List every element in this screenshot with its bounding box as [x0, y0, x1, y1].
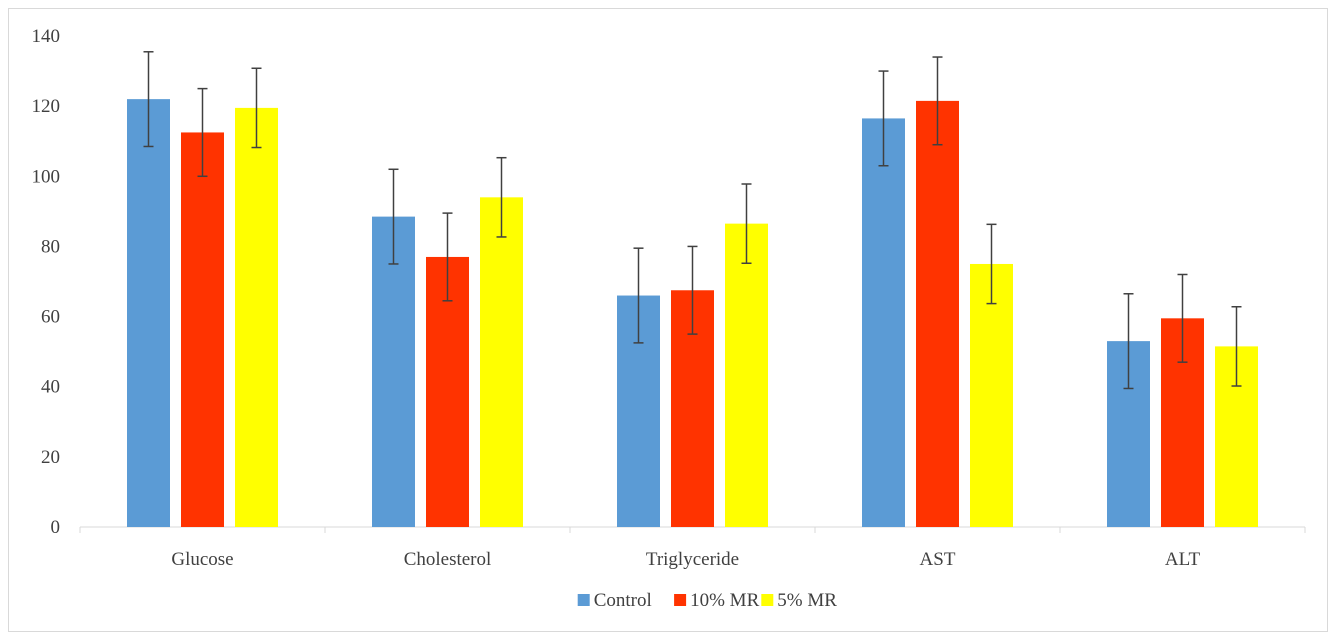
x-category-label: AST [920, 549, 956, 570]
y-tick-label: 60 [41, 307, 60, 328]
x-category-label: Cholesterol [404, 549, 492, 570]
bar-5-mr-cholesterol [480, 197, 523, 528]
bar-control-cholesterol [372, 216, 415, 527]
legend-swatch [577, 594, 590, 606]
x-category-label: ALT [1165, 549, 1201, 570]
y-tick-label: 140 [32, 26, 61, 47]
x-category-label: Triglyceride [646, 549, 739, 570]
bar-10-mr-cholesterol [426, 256, 469, 527]
legend-label: 10% MR [690, 590, 759, 611]
bar-5-mr-triglyceride [725, 223, 768, 527]
bar-5-mr-glucose [235, 107, 278, 528]
y-tick-label: 40 [41, 377, 60, 398]
chart-area [8, 8, 1328, 632]
bar-control-glucose [127, 99, 170, 527]
bar-10-mr-glucose [181, 132, 224, 528]
bar-10-mr-ast [916, 100, 959, 527]
y-tick-label: 0 [51, 517, 61, 538]
bar-5-mr-ast [970, 263, 1013, 527]
y-tick-label: 120 [32, 96, 61, 117]
y-tick-label: 100 [32, 166, 61, 187]
legend-swatch [761, 594, 774, 606]
y-tick-label: 80 [41, 236, 60, 257]
bar-control-ast [862, 118, 905, 528]
x-category-label: Glucose [171, 549, 233, 570]
legend-swatch [674, 594, 687, 606]
y-tick-label: 20 [41, 447, 60, 468]
legend-label: Control [594, 590, 652, 611]
legend-label: 5% MR [777, 590, 837, 611]
